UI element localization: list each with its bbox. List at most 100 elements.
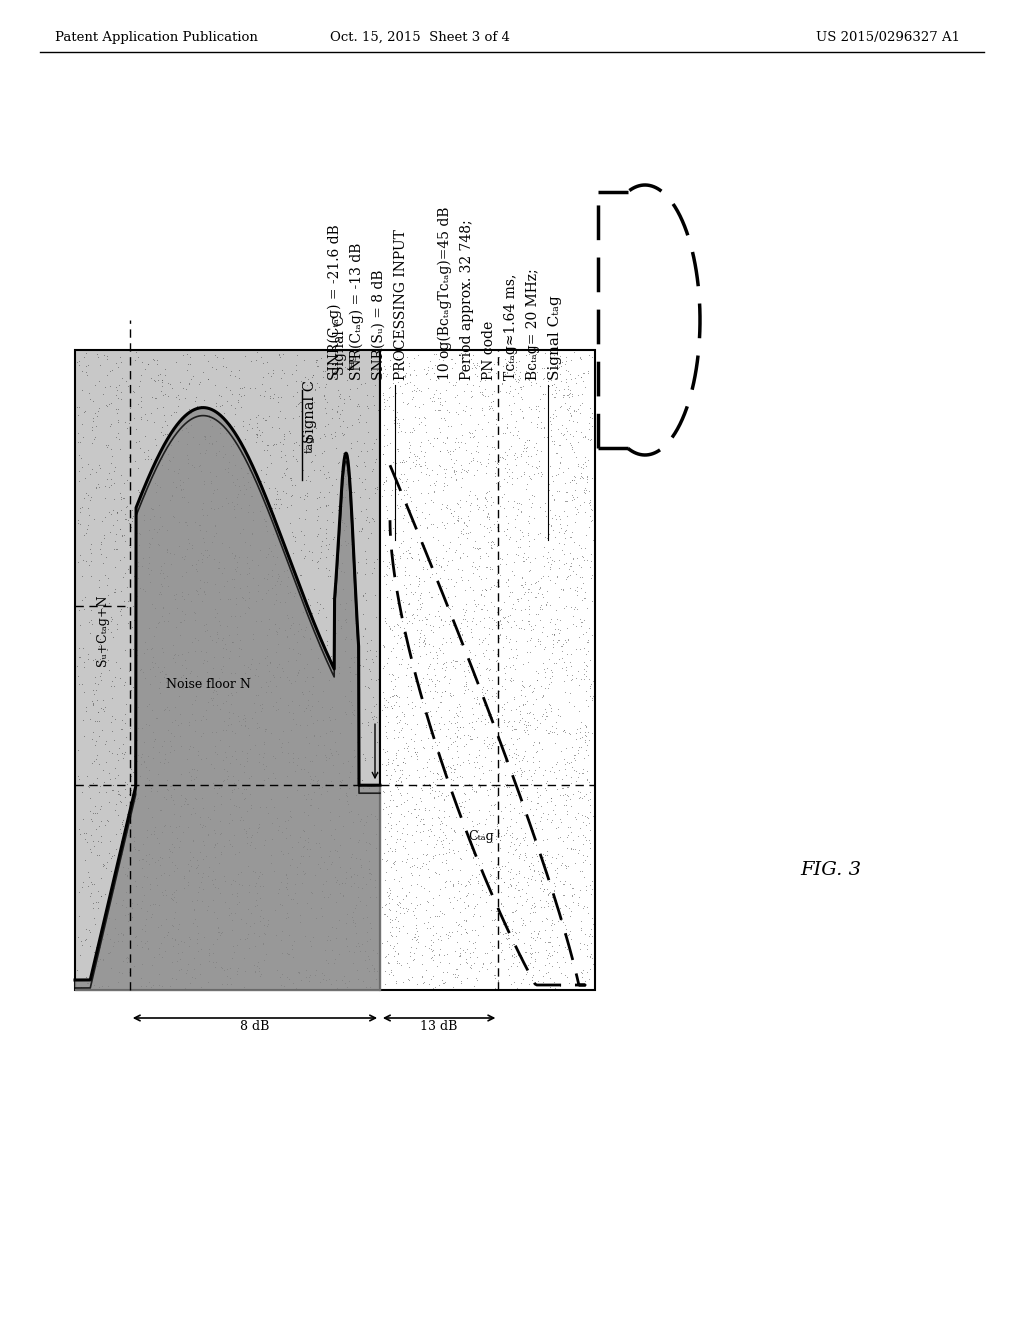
- Point: [286, 408, 302, 429]
- Point: [208, 444, 224, 465]
- Point: [562, 578, 579, 599]
- Point: [240, 502, 256, 523]
- Point: [452, 859, 468, 880]
- Point: [584, 543, 600, 564]
- Point: [144, 528, 161, 549]
- Point: [549, 751, 565, 772]
- Point: [474, 358, 490, 379]
- Point: [390, 767, 407, 788]
- Point: [496, 751, 512, 772]
- Point: [567, 639, 584, 660]
- Point: [431, 595, 447, 616]
- Point: [247, 961, 263, 982]
- Point: [565, 548, 582, 569]
- Point: [381, 376, 397, 397]
- Point: [551, 630, 567, 651]
- Point: [279, 828, 295, 849]
- Point: [315, 762, 332, 783]
- Point: [261, 618, 278, 639]
- Point: [537, 777, 553, 799]
- Point: [575, 747, 592, 768]
- Point: [326, 573, 342, 594]
- Point: [71, 739, 87, 760]
- Point: [442, 466, 459, 487]
- Point: [200, 866, 216, 887]
- Point: [465, 536, 481, 557]
- Point: [433, 556, 450, 577]
- Point: [572, 717, 589, 738]
- Point: [397, 711, 414, 733]
- Point: [486, 513, 503, 535]
- Point: [575, 363, 592, 384]
- Point: [224, 948, 241, 969]
- Point: [375, 657, 391, 678]
- Point: [445, 500, 462, 521]
- Point: [428, 762, 444, 783]
- Point: [272, 368, 289, 389]
- Point: [386, 869, 402, 890]
- Point: [403, 698, 420, 719]
- Point: [368, 706, 384, 727]
- Point: [209, 783, 225, 804]
- Point: [508, 923, 524, 944]
- Point: [412, 379, 428, 400]
- Point: [322, 669, 338, 690]
- Point: [174, 546, 190, 568]
- Point: [297, 746, 313, 767]
- Point: [550, 418, 566, 440]
- Point: [356, 949, 373, 970]
- Point: [348, 847, 365, 869]
- Point: [163, 553, 179, 574]
- Point: [318, 495, 335, 516]
- Point: [447, 432, 464, 453]
- Point: [505, 358, 521, 379]
- Point: [248, 350, 264, 371]
- Point: [269, 808, 286, 829]
- Point: [501, 438, 517, 459]
- Point: [144, 700, 161, 721]
- Point: [436, 825, 453, 846]
- Point: [520, 454, 537, 475]
- Point: [390, 686, 407, 708]
- Point: [99, 898, 116, 919]
- Point: [138, 975, 155, 997]
- Point: [525, 619, 542, 640]
- Point: [468, 693, 484, 714]
- Point: [275, 975, 292, 997]
- Point: [126, 381, 142, 403]
- Point: [327, 426, 343, 447]
- Point: [360, 397, 377, 418]
- Point: [409, 446, 425, 467]
- Point: [517, 572, 534, 593]
- Point: [109, 539, 125, 560]
- Point: [408, 898, 424, 919]
- Point: [434, 643, 451, 664]
- Point: [347, 916, 364, 937]
- Point: [90, 673, 106, 694]
- Point: [511, 843, 527, 865]
- Point: [118, 639, 134, 660]
- Point: [156, 568, 172, 589]
- Point: [508, 614, 524, 635]
- Point: [113, 500, 129, 521]
- Point: [417, 627, 433, 648]
- Point: [78, 343, 94, 364]
- Point: [511, 727, 527, 748]
- Point: [307, 379, 324, 400]
- Point: [499, 776, 515, 797]
- Point: [231, 809, 248, 830]
- Point: [520, 714, 537, 735]
- Point: [252, 965, 268, 986]
- Point: [436, 876, 453, 898]
- Point: [292, 714, 308, 735]
- Point: [487, 908, 504, 929]
- Point: [356, 451, 373, 473]
- Point: [459, 826, 475, 847]
- Point: [181, 532, 198, 553]
- Point: [409, 742, 425, 763]
- Point: [402, 676, 419, 697]
- Point: [544, 810, 560, 832]
- Point: [548, 754, 564, 775]
- Point: [437, 756, 454, 777]
- Point: [194, 549, 210, 570]
